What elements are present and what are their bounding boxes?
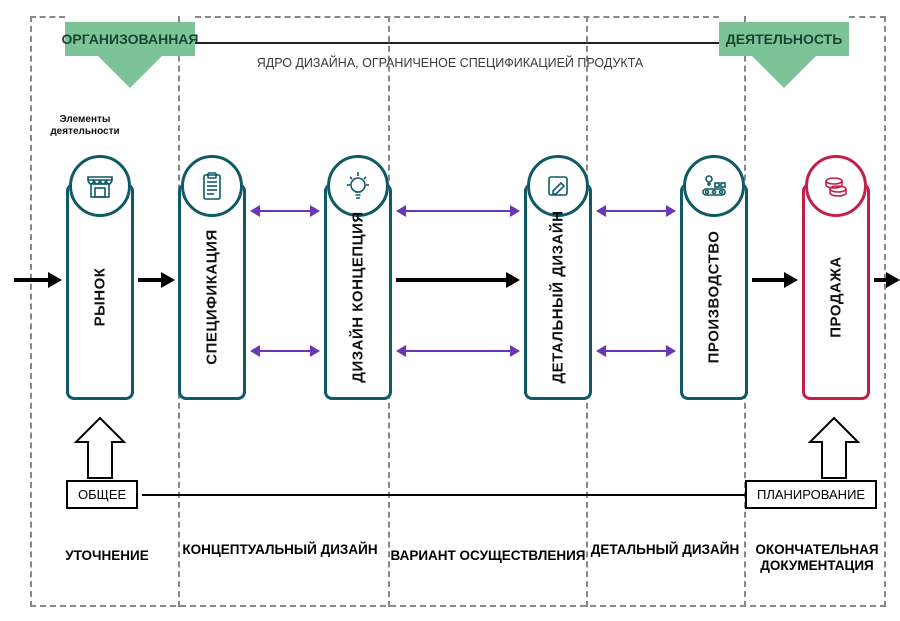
phase-4: ОКОНЧАТЕЛЬНАЯ ДОКУМЕНТАЦИЯ xyxy=(744,542,890,574)
stage-production-label: ПРОИЗВОДСТВО xyxy=(706,231,723,364)
clipboard-icon xyxy=(195,169,229,203)
bulb-icon xyxy=(341,169,375,203)
bottom-left-up-arrow xyxy=(74,416,126,480)
top-subtitle: ЯДРО ДИЗАЙНА, ОГРАНИЧЕНОЕ СПЕЦИФИКАЦИЕЙ … xyxy=(200,56,700,70)
top-rule-3 xyxy=(849,16,886,18)
phase-3: ДЕТАЛЬНЫЙ ДИЗАЙН xyxy=(590,542,740,558)
pencil-icon xyxy=(541,169,575,203)
stage-sale: ПРОДАЖА xyxy=(802,155,870,400)
stage-detail-label: ДЕТАЛЬНЫЙ ДИЗАЙН xyxy=(550,211,567,384)
top-connector xyxy=(195,42,719,44)
phase-1: КОНЦЕПТУАЛЬНЫЙ ДИЗАЙН xyxy=(180,542,380,558)
top-left-arrow-label: ОРГАНИЗОВАННАЯ xyxy=(65,22,195,56)
phase-0: УТОЧНЕНИЕ xyxy=(46,548,168,564)
top-left-arrow: ОРГАНИЗОВАННАЯ xyxy=(65,22,195,112)
bottom-connector xyxy=(142,494,745,496)
top-right-arrow-label: ДЕЯТЕЛЬНОСТЬ xyxy=(719,22,849,56)
phase-2: ВАРИАНТ ОСУЩЕСТВЛЕНИЯ xyxy=(388,548,588,564)
coins-icon xyxy=(819,169,853,203)
top-right-arrow: ДЕЯТЕЛЬНОСТЬ xyxy=(719,22,849,112)
top-rule-1 xyxy=(30,16,65,18)
stage-production: ПРОИЗВОДСТВО xyxy=(680,155,748,400)
stage-sale-label: ПРОДАЖА xyxy=(828,256,845,337)
stage-spec: СПЕЦИФИКАЦИЯ xyxy=(178,155,246,400)
stage-concept-label: ДИЗАЙН КОНЦЕПЦИЯ xyxy=(350,211,367,382)
elements-label: Элементы деятельности xyxy=(45,114,125,137)
stage-market-label: РЫНОК xyxy=(92,268,109,327)
factory-icon xyxy=(697,169,731,203)
bottom-right-up-arrow xyxy=(808,416,860,480)
stage-market: РЫНОК xyxy=(66,155,134,400)
stage-spec-label: СПЕЦИФИКАЦИЯ xyxy=(204,229,221,364)
market-icon xyxy=(83,169,117,203)
stage-detail: ДЕТАЛЬНЫЙ ДИЗАЙН xyxy=(524,155,592,400)
top-rule-2 xyxy=(195,16,719,18)
diagram-canvas: ОРГАНИЗОВАННАЯ ДЕЯТЕЛЬНОСТЬ ЯДРО ДИЗАЙНА… xyxy=(0,0,900,621)
bottom-left-box: ОБЩЕЕ xyxy=(66,480,138,509)
stage-concept: ДИЗАЙН КОНЦЕПЦИЯ xyxy=(324,155,392,400)
bottom-right-box: ПЛАНИРОВАНИЕ xyxy=(745,480,877,509)
